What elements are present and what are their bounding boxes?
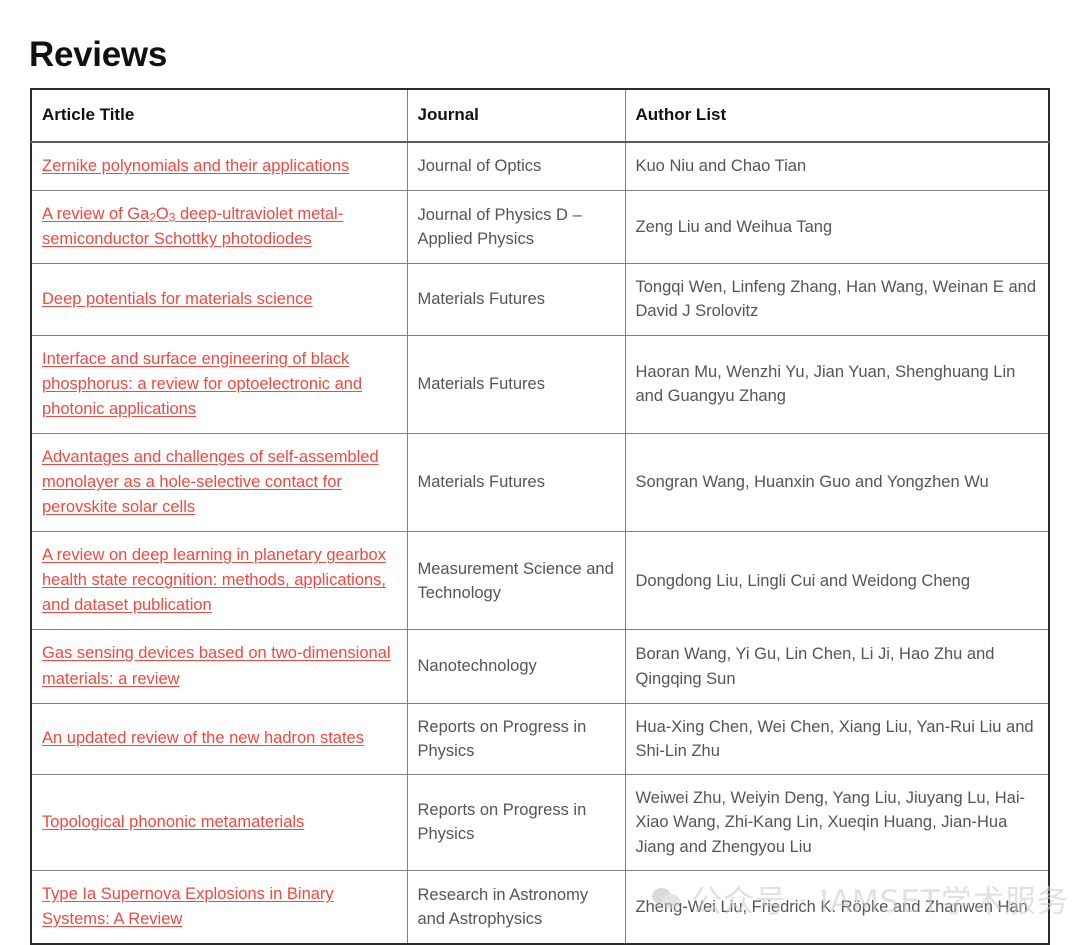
article-title-link[interactable]: Gas sensing devices based on two-dimensi… bbox=[42, 644, 391, 688]
journal-cell: Journal of Optics bbox=[406, 141, 626, 192]
journal-cell: Materials Futures bbox=[406, 334, 626, 434]
table-row: Advantages and challenges of self-assemb… bbox=[30, 432, 1050, 533]
table-row: Topological phononic metamaterials Report… bbox=[30, 774, 1050, 871]
article-title-link[interactable]: Type Ia Supernova Explosions in Binary S… bbox=[42, 884, 334, 928]
article-title-cell: Topological phononic metamaterials bbox=[30, 774, 408, 871]
table-row: An updated review of the new hadron stat… bbox=[30, 702, 1050, 776]
author-list-cell: Tongqi Wen, Linfeng Zhang, Han Wang, Wei… bbox=[624, 263, 1050, 336]
article-title-cell: Interface and surface engineering of bla… bbox=[30, 334, 408, 434]
table-header: Article Title Journal Author List bbox=[30, 88, 1050, 143]
article-title-cell: A review on deep learning in planetary g… bbox=[30, 531, 408, 631]
column-header-author-list: Author List bbox=[624, 88, 1050, 143]
table-header-row: Article Title Journal Author List bbox=[30, 88, 1050, 143]
article-title-cell: Deep potentials for materials science bbox=[30, 263, 408, 336]
author-list-cell: Zeng Liu and Weihua Tang bbox=[624, 190, 1050, 265]
article-title-cell: A review of Ga2O3 deep-ultraviolet metal… bbox=[30, 190, 408, 265]
journal-cell: Materials Futures bbox=[406, 432, 626, 533]
article-title-cell: Type Ia Supernova Explosions in Binary S… bbox=[30, 869, 408, 945]
author-list-cell: Songran Wang, Huanxin Guo and Yongzhen W… bbox=[624, 432, 1050, 533]
author-list-cell: Dongdong Liu, Lingli Cui and Weidong Che… bbox=[624, 531, 1050, 631]
author-list-cell: Zheng-Wei Liu, Friedrich K. Röpke and Zh… bbox=[624, 869, 1050, 945]
article-title-link[interactable]: Interface and surface engineering of bla… bbox=[42, 349, 363, 418]
table-row: Type Ia Supernova Explosions in Binary S… bbox=[30, 869, 1050, 945]
table-body: Zernike polynomials and their applicatio… bbox=[30, 141, 1050, 945]
article-title-cell: Gas sensing devices based on two-dimensi… bbox=[30, 629, 408, 704]
article-title-cell: An updated review of the new hadron stat… bbox=[30, 702, 408, 776]
reviews-table: Article Title Journal Author List Zernik… bbox=[30, 88, 1050, 945]
journal-cell: Nanotechnology bbox=[406, 629, 626, 704]
journal-cell: Reports on Progress in Physics bbox=[406, 702, 626, 776]
author-list-cell: Weiwei Zhu, Weiyin Deng, Yang Liu, Jiuya… bbox=[624, 774, 1050, 871]
journal-cell: Materials Futures bbox=[406, 263, 626, 336]
article-title-link[interactable]: An updated review of the new hadron stat… bbox=[42, 729, 364, 748]
table-row: Gas sensing devices based on two-dimensi… bbox=[30, 629, 1050, 704]
table-row: A review on deep learning in planetary g… bbox=[30, 531, 1050, 631]
table-row: A review of Ga2O3 deep-ultraviolet metal… bbox=[30, 190, 1050, 265]
article-title-link[interactable]: A review on deep learning in planetary g… bbox=[42, 546, 386, 615]
column-header-article-title: Article Title bbox=[30, 88, 408, 143]
journal-cell: Measurement Science and Technology bbox=[406, 531, 626, 631]
article-title-cell: Advantages and challenges of self-assemb… bbox=[30, 432, 408, 533]
reviews-table-container: Article Title Journal Author List Zernik… bbox=[30, 88, 1050, 945]
table-row: Zernike polynomials and their applicatio… bbox=[30, 141, 1050, 192]
article-title-link[interactable]: Deep potentials for materials science bbox=[42, 289, 313, 308]
page-title: Reviews bbox=[29, 35, 167, 75]
table-row: Interface and surface engineering of bla… bbox=[30, 334, 1050, 434]
journal-cell: Journal of Physics D – Applied Physics bbox=[406, 190, 626, 265]
article-title-link[interactable]: Zernike polynomials and their applicatio… bbox=[42, 156, 350, 175]
author-list-cell: Boran Wang, Yi Gu, Lin Chen, Li Ji, Hao … bbox=[624, 629, 1050, 704]
journal-cell: Research in Astronomy and Astrophysics bbox=[406, 869, 626, 945]
author-list-cell: Kuo Niu and Chao Tian bbox=[624, 141, 1050, 192]
author-list-cell: Haoran Mu, Wenzhi Yu, Jian Yuan, Shenghu… bbox=[624, 334, 1050, 434]
article-title-link[interactable]: A review of Ga2O3 deep-ultraviolet metal… bbox=[42, 205, 344, 249]
author-list-cell: Hua-Xing Chen, Wei Chen, Xiang Liu, Yan-… bbox=[624, 702, 1050, 776]
article-title-link[interactable]: Advantages and challenges of self-assemb… bbox=[42, 447, 379, 517]
journal-cell: Reports on Progress in Physics bbox=[406, 774, 626, 871]
article-title-cell: Zernike polynomials and their applicatio… bbox=[30, 141, 408, 192]
column-header-journal: Journal bbox=[406, 88, 626, 143]
table-row: Deep potentials for materials science Mat… bbox=[30, 263, 1050, 336]
article-title-link[interactable]: Topological phononic metamaterials bbox=[42, 812, 305, 831]
